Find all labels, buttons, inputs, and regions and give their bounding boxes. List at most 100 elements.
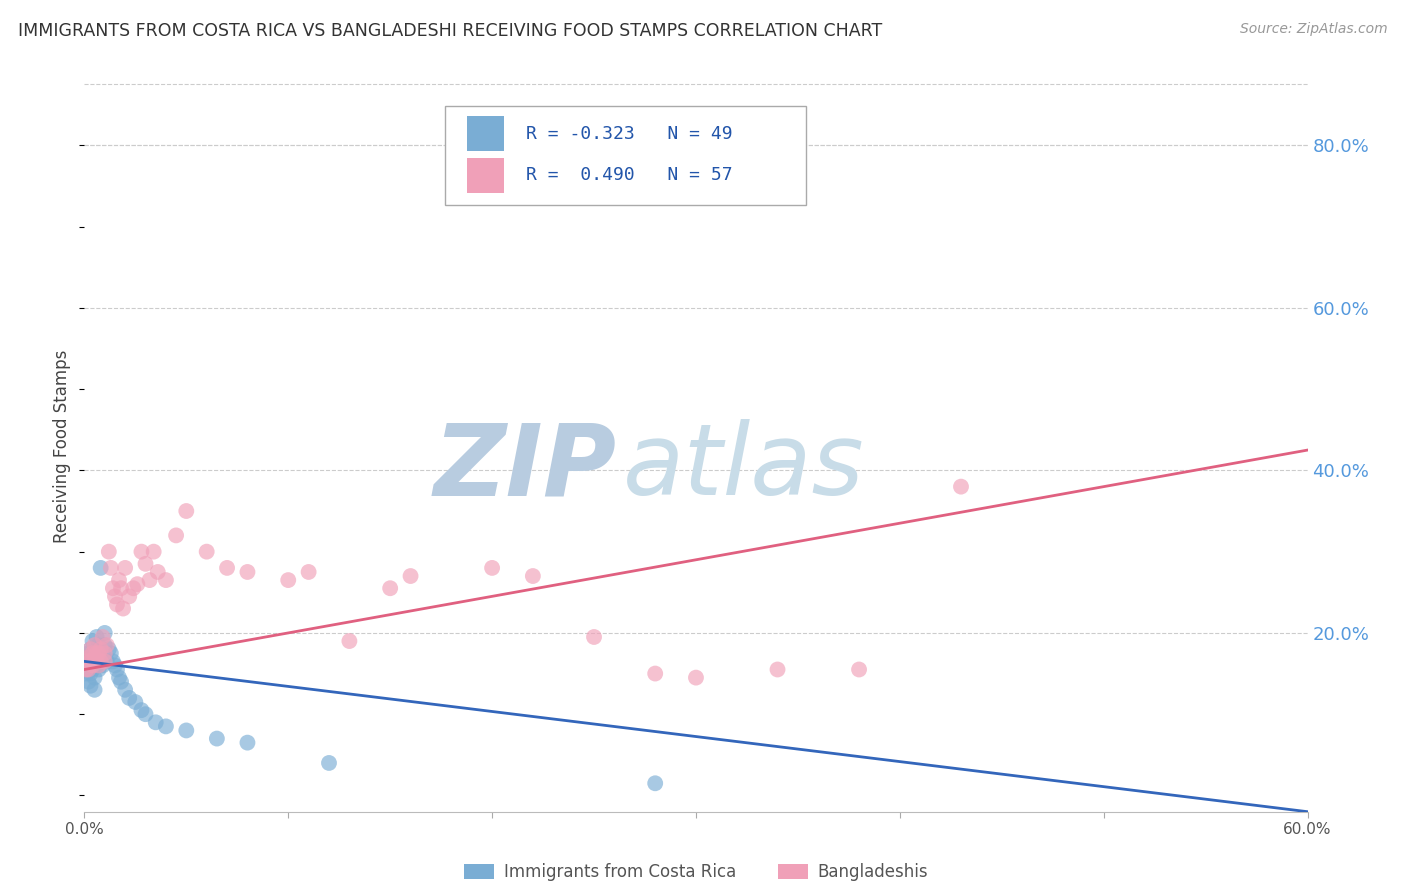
Text: R =  0.490   N = 57: R = 0.490 N = 57 [526, 167, 733, 185]
Point [87, 638, 110, 652]
Point [108, 573, 131, 587]
Point [79, 679, 101, 693]
Point [93, 638, 117, 652]
Point [82, 646, 104, 660]
Point [82, 658, 104, 673]
Point [90, 654, 112, 668]
Point [380, 581, 402, 595]
Point [82, 634, 104, 648]
Point [135, 557, 157, 571]
Point [83, 646, 105, 660]
Point [90, 561, 112, 575]
Text: IMMIGRANTS FROM COSTA RICA VS BANGLADESHI RECEIVING FOOD STAMPS CORRELATION CHAR: IMMIGRANTS FROM COSTA RICA VS BANGLADESH… [18, 22, 883, 40]
Point [146, 565, 169, 579]
Point [155, 719, 177, 733]
Point [105, 663, 128, 677]
Point [77, 650, 100, 665]
Point [104, 658, 127, 673]
Point [118, 690, 141, 705]
Point [83, 650, 105, 665]
Point [87, 663, 110, 677]
Point [110, 581, 132, 595]
Text: atlas: atlas [623, 419, 865, 516]
FancyBboxPatch shape [446, 106, 806, 204]
Point [91, 630, 114, 644]
Point [481, 561, 503, 575]
Point [298, 565, 321, 579]
Point [236, 736, 259, 750]
Point [155, 573, 177, 587]
Point [77, 674, 100, 689]
Point [86, 654, 108, 668]
Point [644, 776, 666, 790]
Point [114, 682, 136, 697]
Point [101, 654, 124, 668]
Point [96, 638, 118, 652]
Point [195, 544, 218, 558]
Point [766, 663, 789, 677]
Point [685, 671, 707, 685]
Point [122, 581, 145, 595]
Point [318, 756, 340, 770]
Point [82, 650, 104, 665]
Point [165, 528, 187, 542]
Text: R = -0.323   N = 49: R = -0.323 N = 49 [526, 125, 733, 143]
Point [77, 663, 100, 677]
Point [83, 682, 105, 697]
Point [75, 666, 97, 681]
Point [131, 544, 153, 558]
Point [82, 663, 104, 677]
Point [79, 654, 101, 668]
Point [138, 573, 160, 587]
Point [236, 565, 259, 579]
Point [77, 663, 100, 677]
Point [217, 561, 239, 575]
Point [79, 654, 101, 668]
Point [83, 638, 105, 652]
Point [79, 666, 101, 681]
Point [118, 590, 141, 604]
Point [77, 658, 100, 673]
Point [277, 573, 299, 587]
Point [79, 642, 101, 657]
Point [93, 654, 117, 668]
Point [79, 642, 101, 657]
Point [142, 544, 165, 558]
Point [75, 650, 97, 665]
Point [75, 663, 97, 677]
Point [124, 695, 146, 709]
Point [848, 663, 870, 677]
Point [176, 504, 198, 518]
Point [87, 646, 110, 660]
Point [97, 642, 120, 657]
Point [91, 658, 114, 673]
Point [87, 658, 110, 673]
Point [105, 598, 128, 612]
Legend: Immigrants from Costa Rica, Bangladeshis: Immigrants from Costa Rica, Bangladeshis [457, 856, 935, 888]
Point [131, 703, 153, 717]
Point [100, 561, 122, 575]
Text: Source: ZipAtlas.com: Source: ZipAtlas.com [1240, 22, 1388, 37]
Point [83, 671, 105, 685]
Point [77, 646, 100, 660]
Point [87, 650, 110, 665]
FancyBboxPatch shape [467, 116, 503, 152]
Point [93, 646, 117, 660]
Point [135, 707, 157, 722]
Point [583, 630, 606, 644]
Point [75, 654, 97, 668]
Point [339, 634, 361, 648]
Point [93, 626, 117, 640]
Text: ZIP: ZIP [433, 419, 616, 516]
Point [108, 671, 131, 685]
Point [100, 646, 122, 660]
Point [205, 731, 228, 746]
Point [96, 654, 118, 668]
Point [90, 642, 112, 657]
Point [97, 544, 120, 558]
Point [86, 630, 108, 644]
Point [176, 723, 198, 738]
Point [522, 569, 544, 583]
Point [114, 561, 136, 575]
Point [86, 658, 108, 673]
